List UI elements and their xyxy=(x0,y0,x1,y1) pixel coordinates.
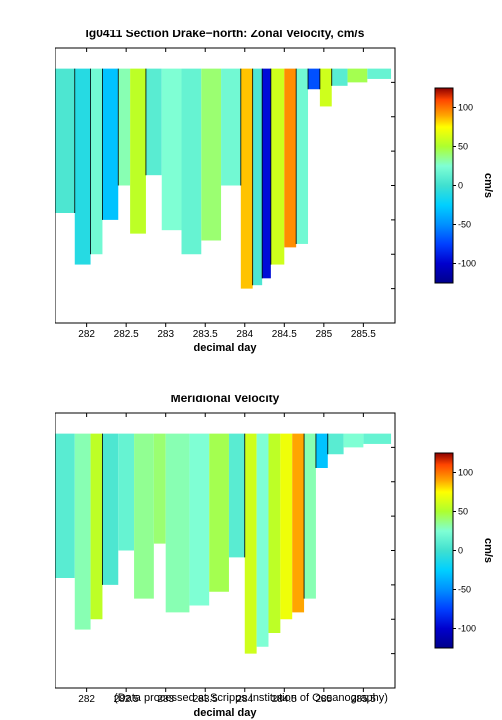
velocity-stripe xyxy=(102,434,118,585)
velocity-stripe xyxy=(182,69,202,255)
velocity-stripe xyxy=(245,434,257,654)
velocity-stripe xyxy=(348,69,368,83)
velocity-stripe xyxy=(316,434,328,468)
velocity-stripe xyxy=(367,69,391,79)
colorbar xyxy=(435,453,453,648)
velocity-stripe xyxy=(162,69,182,231)
velocity-stripe xyxy=(102,69,118,220)
velocity-stripe xyxy=(229,434,245,558)
colorbar-tick-label: -100 xyxy=(458,624,476,634)
x-tick-label: 284.5 xyxy=(272,329,297,340)
velocity-stripe xyxy=(91,69,103,255)
velocity-stripe xyxy=(209,434,229,592)
velocity-stripe xyxy=(55,434,75,578)
velocity-stripe xyxy=(253,69,262,286)
x-tick-label: 284 xyxy=(236,329,253,340)
colorbar-tick-label: -50 xyxy=(458,220,471,230)
colorbar-tick-label: -100 xyxy=(458,259,476,269)
velocity-stripe xyxy=(332,69,348,86)
x-tick-label: 282.5 xyxy=(114,329,139,340)
panel-title: Meridional Velocity xyxy=(171,395,280,405)
velocity-stripe xyxy=(118,434,134,551)
velocity-stripe xyxy=(268,434,280,633)
colorbar-tick-label: 100 xyxy=(458,103,473,113)
velocity-stripe xyxy=(146,69,162,176)
x-tick-label: 283.5 xyxy=(193,329,218,340)
x-axis-label: decimal day xyxy=(194,342,258,354)
page: lg0411 Section Drake−north: Zonal Veloci… xyxy=(0,0,502,715)
velocity-stripe xyxy=(130,69,146,234)
velocity-stripe xyxy=(296,69,308,244)
velocity-stripe xyxy=(257,434,269,647)
x-tick-label: 282 xyxy=(78,329,95,340)
colorbar-label: cm/s xyxy=(482,538,494,563)
colorbar-label: cm/s xyxy=(482,173,494,198)
x-tick-label: 285.5 xyxy=(351,329,376,340)
velocity-stripe xyxy=(118,69,130,186)
x-axis-label: decimal day xyxy=(194,707,258,719)
colorbar-tick-label: 100 xyxy=(458,468,473,478)
velocity-stripe xyxy=(271,69,284,265)
velocity-stripe xyxy=(201,69,221,241)
velocity-stripe xyxy=(166,434,190,613)
velocity-stripe xyxy=(304,434,316,599)
colorbar-tick-label: 50 xyxy=(458,142,468,152)
velocity-stripe xyxy=(189,434,209,606)
velocity-stripe xyxy=(320,69,332,107)
velocity-stripe xyxy=(91,434,103,620)
velocity-stripe xyxy=(154,434,166,544)
colorbar-tick-label: -50 xyxy=(458,585,471,595)
colorbar-tick-label: 0 xyxy=(458,546,463,556)
velocity-stripe xyxy=(344,434,364,448)
top-panel: lg0411 Section Drake−north: Zonal Veloci… xyxy=(55,30,502,355)
colorbar xyxy=(435,88,453,283)
velocity-stripe xyxy=(241,69,253,289)
velocity-stripe xyxy=(328,434,344,455)
velocity-stripe xyxy=(55,69,75,213)
velocity-stripe xyxy=(308,69,320,90)
velocity-stripe xyxy=(221,69,241,186)
velocity-stripe xyxy=(363,434,391,444)
x-tick-label: 283 xyxy=(157,329,174,340)
velocity-stripe xyxy=(75,434,91,630)
colorbar-tick-label: 0 xyxy=(458,181,463,191)
velocity-stripe xyxy=(262,69,271,279)
x-tick-label: 285 xyxy=(315,329,332,340)
velocity-stripe xyxy=(75,69,91,265)
velocity-stripe xyxy=(280,434,292,620)
velocity-stripe xyxy=(134,434,154,599)
bot-panel: Meridional Velocity050100150200250300350… xyxy=(55,395,502,720)
colorbar-tick-label: 50 xyxy=(458,507,468,517)
footer-text: (Data processed at Scripps Institution o… xyxy=(0,692,502,704)
velocity-stripe xyxy=(284,69,296,248)
velocity-stripe xyxy=(292,434,304,613)
panel-title: lg0411 Section Drake−north: Zonal Veloci… xyxy=(86,30,365,40)
